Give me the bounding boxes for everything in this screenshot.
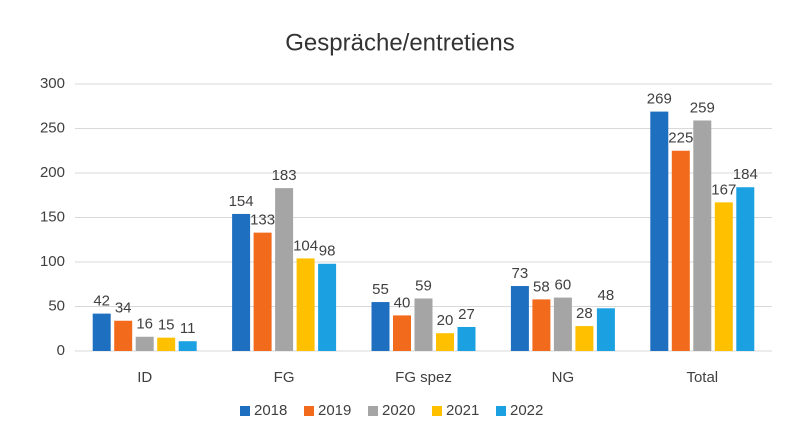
legend-label: 2018 [254, 402, 287, 419]
bar [296, 258, 315, 351]
legend-label: 2020 [382, 402, 415, 419]
bar [596, 308, 615, 351]
legend-swatch [432, 406, 442, 416]
bar [232, 213, 251, 351]
legend-label: 2019 [318, 402, 351, 419]
x-tick-label: FG spez [395, 369, 452, 386]
y-tick-label: 300 [40, 75, 65, 92]
y-tick-label: 50 [48, 297, 65, 314]
legend-swatch [368, 406, 378, 416]
data-label: 55 [372, 281, 389, 298]
legend-label: 2021 [446, 402, 479, 419]
bar [436, 333, 454, 351]
x-tick-label: ID [137, 369, 152, 386]
bar [178, 341, 197, 351]
bar [253, 232, 272, 351]
bar [736, 187, 755, 351]
bar [671, 150, 690, 351]
data-label: 60 [555, 277, 572, 294]
y-tick-label: 200 [40, 164, 65, 181]
data-label: 11 [180, 320, 196, 337]
bar [157, 337, 176, 351]
bar [318, 263, 337, 351]
chart-title: Gespräche/entretiens [285, 29, 514, 56]
bar [135, 336, 154, 351]
bar [371, 302, 390, 351]
data-label: 225 [668, 130, 693, 147]
data-label: 40 [394, 294, 411, 311]
bar [693, 120, 712, 352]
data-label: 16 [136, 316, 153, 333]
bar [275, 188, 294, 351]
y-tick-label: 0 [57, 342, 65, 359]
bar [414, 298, 433, 351]
data-label: 183 [272, 167, 297, 184]
y-tick-label: 150 [40, 208, 65, 225]
legend-swatch [304, 406, 314, 416]
bar [114, 320, 133, 351]
data-label: 58 [533, 278, 550, 295]
bar [92, 313, 111, 351]
legend-swatch [240, 406, 250, 416]
data-label: 104 [293, 237, 318, 254]
data-label: 59 [415, 277, 432, 294]
bar [393, 315, 411, 351]
data-label: 27 [458, 306, 475, 323]
data-label: 34 [115, 300, 132, 317]
data-label: 28 [576, 305, 593, 322]
bar [575, 326, 594, 351]
x-tick-label: NG [552, 369, 575, 386]
bar [457, 326, 476, 351]
data-label: 15 [158, 317, 175, 334]
bar [714, 202, 733, 351]
data-label: 167 [711, 181, 736, 198]
bar [553, 297, 572, 351]
data-label: 20 [437, 312, 454, 329]
data-label: 259 [690, 99, 715, 116]
y-tick-label: 250 [40, 119, 65, 136]
y-tick-label: 100 [40, 253, 65, 270]
data-label: 184 [733, 166, 758, 183]
bar [532, 299, 551, 351]
x-tick-label: Total [686, 369, 718, 386]
data-label: 48 [598, 287, 615, 304]
x-tick-label: FG [274, 369, 295, 386]
data-label: 42 [93, 293, 110, 310]
data-label: 154 [229, 193, 254, 210]
bar [650, 111, 669, 351]
data-label: 73 [512, 265, 529, 282]
legend-swatch [496, 406, 506, 416]
data-label: 98 [319, 243, 336, 260]
data-label: 133 [250, 212, 275, 229]
bar [510, 286, 529, 351]
data-label: 269 [647, 91, 672, 108]
legend-label: 2022 [510, 402, 543, 419]
